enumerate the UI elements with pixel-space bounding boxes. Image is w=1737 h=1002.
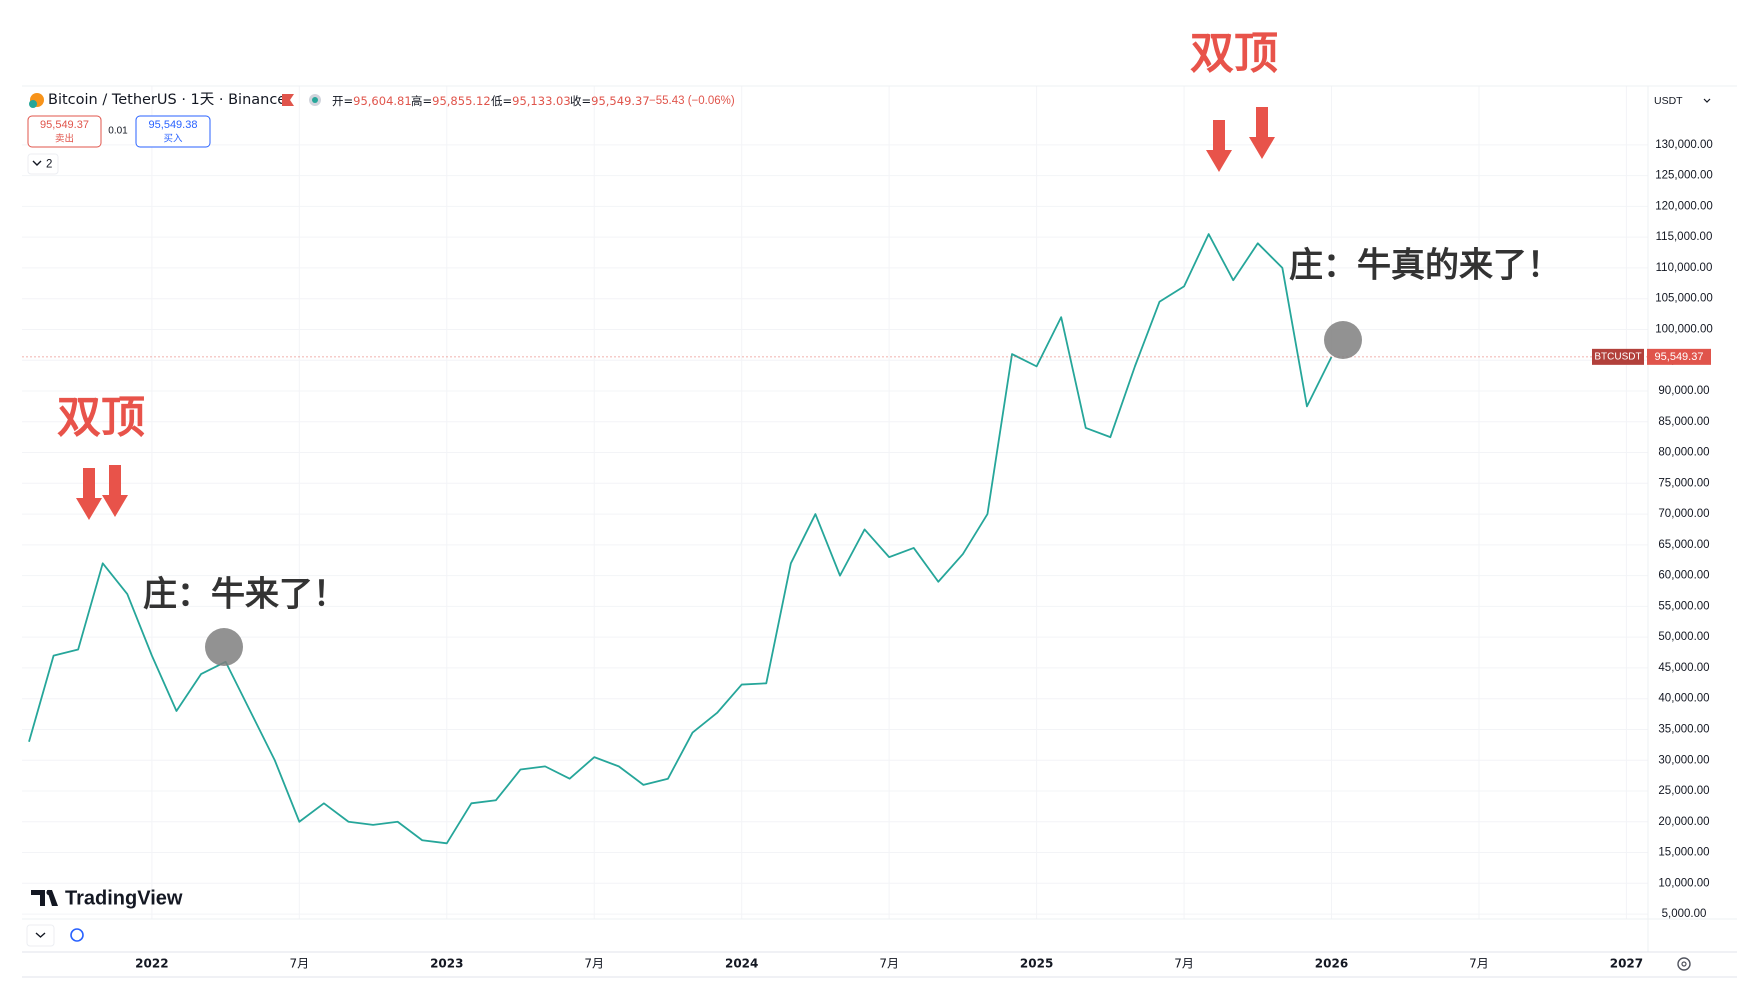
- annotation: 双顶: [57, 392, 145, 443]
- x-tick-label: 2024: [725, 957, 758, 971]
- ohlc-label: 高=: [411, 94, 432, 108]
- buy-label: 买入: [163, 134, 183, 145]
- y-tick-label: 80,000.00: [1658, 447, 1709, 459]
- logo: TradingView: [65, 887, 183, 909]
- ohlc-value: 95,604.81: [353, 94, 412, 108]
- x-tick-label: 7月: [584, 957, 604, 971]
- panes-count: 2: [46, 159, 52, 171]
- ohlc-value: 95,133.03: [512, 94, 571, 108]
- currency-select[interactable]: [1650, 90, 1716, 112]
- x-tick-label: 7月: [1174, 957, 1194, 971]
- y-tick-label: 70,000.00: [1658, 508, 1709, 520]
- y-tick-label: 5,000.00: [1662, 908, 1707, 920]
- ohlc-value: 95,855.12: [432, 94, 491, 108]
- ohlc-low: 低=95,133.03: [491, 94, 571, 108]
- flag-icon[interactable]: [282, 94, 294, 106]
- annotations: 双顶庄：牛真的来了！双顶庄：牛来了！: [57, 28, 1561, 615]
- y-tick-label: 40,000.00: [1658, 693, 1709, 705]
- ohlc-label: 开=: [332, 94, 353, 108]
- x-tick-label: 2023: [430, 957, 463, 971]
- arrow: [1206, 120, 1232, 172]
- y-tick-label: 20,000.00: [1658, 816, 1709, 828]
- last-price-name-box: [1592, 348, 1644, 365]
- y-tick-label: 60,000.00: [1658, 570, 1709, 582]
- y-tick-label: 120,000.00: [1655, 200, 1713, 212]
- y-tick-label: 105,000.00: [1655, 293, 1713, 305]
- x-tick-label: 2027: [1610, 957, 1643, 971]
- y-tick-label: 75,000.00: [1658, 477, 1709, 489]
- grid: 5,000.00 10,000.00 15,000.00 20,000.00 25,00…: [22, 86, 1713, 971]
- last-price-box: [1647, 348, 1711, 365]
- y-tick-label: 130,000.00: [1655, 139, 1713, 151]
- buy-price: 95,549.38: [149, 119, 198, 131]
- price-line: [28, 233, 1333, 845]
- spread: 0.01: [108, 126, 128, 137]
- y-tick-label: 30,000.00: [1658, 754, 1709, 766]
- last-price-label: 95,549.37: [1655, 351, 1704, 363]
- arrow: [76, 468, 102, 520]
- settings-button[interactable]: [1677, 957, 1691, 971]
- y-tick-label: 125,000.00: [1655, 170, 1713, 182]
- x-tick-label: 2026: [1315, 957, 1348, 971]
- chevron: [32, 160, 42, 166]
- marker-circle: [205, 628, 243, 666]
- y-tick-label: 115,000.00: [1656, 231, 1713, 243]
- annotation: 庄：牛真的来了！: [1289, 246, 1561, 286]
- logo-icon: [46, 889, 52, 896]
- marker-circle: [1324, 321, 1362, 359]
- change: −55.43 (−0.06%): [649, 95, 735, 107]
- y-tick-label: 55,000.00: [1658, 600, 1709, 612]
- panes-toggle[interactable]: [27, 153, 59, 175]
- last-price-name: BTCUSDT: [1594, 351, 1641, 362]
- ohlc-label: 低=: [491, 94, 512, 108]
- ohlc-value: 95,549.37: [591, 94, 650, 108]
- status-icon: [312, 97, 318, 103]
- arrow: [102, 465, 128, 517]
- x-tick-label: 7月: [290, 957, 310, 971]
- y-tick-label: 10,000.00: [1658, 877, 1709, 889]
- sell-price: 95,549.37: [40, 119, 89, 131]
- collapse-button[interactable]: [26, 924, 55, 947]
- annotation: 庄：牛来了！: [143, 575, 347, 615]
- y-tick-label: 15,000.00: [1658, 847, 1709, 859]
- sell-label: 卖出: [55, 133, 74, 145]
- ohlc-close: 收=95,549.37: [570, 94, 650, 108]
- symbol: Bitcoin / TetherUS · 1天 · Binance: [48, 92, 286, 108]
- symbol-icon: [29, 100, 37, 108]
- sell-button[interactable]: [27, 115, 102, 148]
- x-tick-label: 7月: [879, 957, 899, 971]
- y-tick-label: 110,000.00: [1656, 262, 1713, 274]
- currency: USDT: [1654, 95, 1683, 107]
- y-tick-label: 50,000.00: [1658, 631, 1709, 643]
- ohlc-label: 收=: [570, 94, 591, 108]
- x-tick-label: 7月: [1469, 957, 1489, 971]
- y-tick-label: 45,000.00: [1658, 662, 1709, 674]
- plot: BTCUSDT 95,549.37: [22, 233, 1711, 845]
- logo-icon: [31, 890, 58, 906]
- annotation: 双顶: [1190, 28, 1278, 79]
- chevron: [35, 932, 46, 938]
- refresh-button[interactable]: [70, 928, 84, 942]
- y-tick-label: 100,000.00: [1655, 323, 1713, 335]
- arrow: [1249, 107, 1275, 159]
- ohlc-open: 开=95,604.81: [332, 94, 412, 108]
- x-tick-label: 2022: [135, 957, 168, 971]
- ohlc-high: 高=95,855.12: [411, 94, 491, 108]
- buy-button[interactable]: [135, 115, 211, 148]
- x-tick-label: 2025: [1020, 957, 1053, 971]
- settings-icon: [1681, 961, 1687, 967]
- y-tick-label: 90,000.00: [1658, 385, 1709, 397]
- y-tick-label: 85,000.00: [1658, 416, 1709, 428]
- chevron: [1703, 98, 1711, 103]
- arrows: [76, 107, 1275, 520]
- y-tick-label: 65,000.00: [1658, 539, 1709, 551]
- y-tick-label: 35,000.00: [1658, 723, 1709, 735]
- y-tick-label: 25,000.00: [1658, 785, 1709, 797]
